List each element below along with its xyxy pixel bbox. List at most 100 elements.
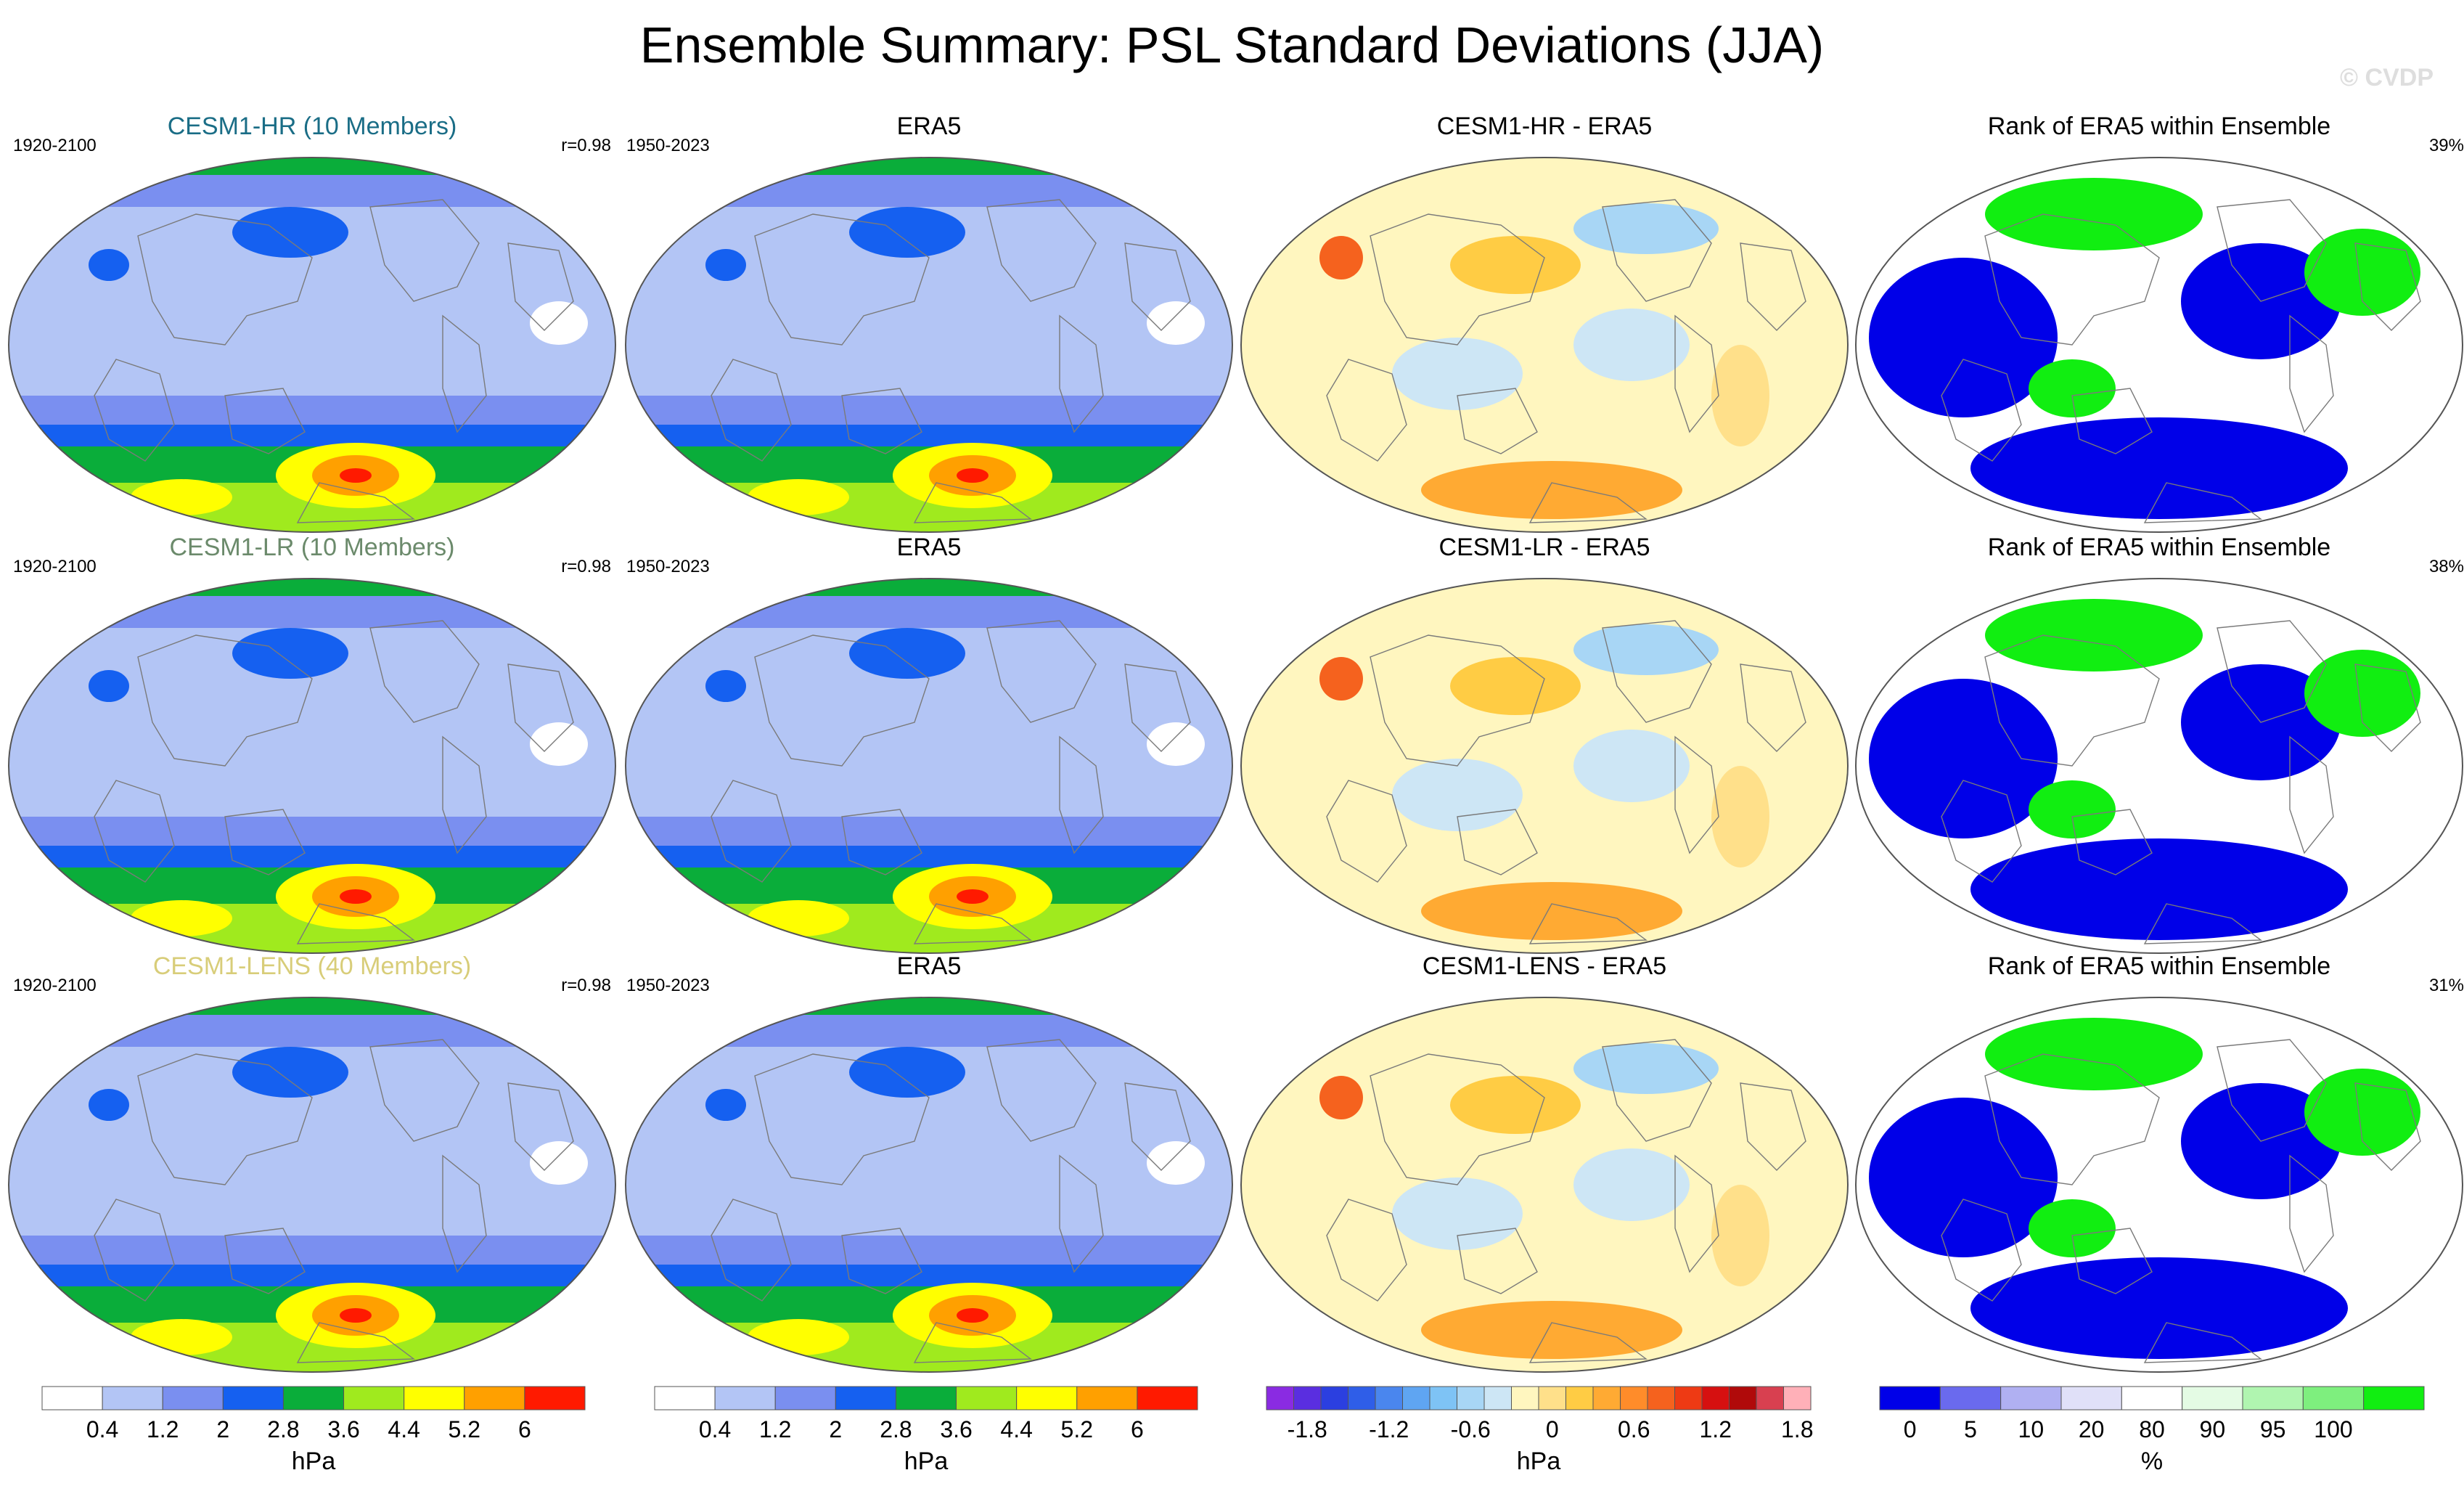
diff-map <box>1240 578 1849 954</box>
diff-panel-title: CESM1-LENS - ERA5 <box>1422 952 1667 980</box>
coastline <box>1740 664 1806 752</box>
coastline <box>2354 664 2421 752</box>
south-band-2 <box>9 846 615 867</box>
coastline <box>841 388 922 454</box>
rank-colorbar: 0 5 10 20 80 90 95 100% <box>1879 1386 2425 1475</box>
coastline <box>2217 199 2327 302</box>
coastline <box>1370 1053 1545 1185</box>
asia-positive <box>1319 1076 1363 1119</box>
coastline <box>224 809 306 875</box>
colorbar-tick-label: 5.2 <box>1061 1416 1093 1442</box>
coastline <box>137 634 313 767</box>
colorbar-tick-label: 2 <box>829 1416 842 1442</box>
colorbar-swatch <box>464 1386 525 1411</box>
southern-ocean-max-3 <box>340 889 372 904</box>
colorbar-tick-label: 2.8 <box>267 1416 299 1442</box>
colorbar-swatch <box>1375 1386 1403 1411</box>
coastline <box>2217 1039 2327 1142</box>
coastline <box>754 1053 930 1185</box>
pacific-positive <box>1450 236 1581 294</box>
colorbar-swatch <box>222 1386 284 1411</box>
coastline <box>1528 482 1648 523</box>
colorbar-swatch <box>2182 1386 2243 1411</box>
pacific-negative <box>1573 1148 1690 1221</box>
southern-positive <box>1421 1301 1682 1359</box>
america-positive <box>1711 345 1769 446</box>
colorbar-tick-label: 80 <box>2139 1416 2165 1442</box>
colorbar-tick-label: 10 <box>2018 1416 2045 1442</box>
colorbar-swatch <box>1756 1386 1784 1411</box>
model-years: 1920-2100 <box>13 557 97 576</box>
figure-title: Ensemble Summary: PSL Standard Deviation… <box>639 17 1825 73</box>
coastline <box>442 735 487 854</box>
coastline <box>711 359 792 462</box>
colorbar-tick-label: 2 <box>216 1416 229 1442</box>
north-band <box>626 1015 1232 1047</box>
southern-positive <box>1421 882 1682 940</box>
coastline <box>1674 735 1719 854</box>
coastline <box>369 199 480 302</box>
coastline <box>1326 359 1407 462</box>
southern-positive <box>1421 461 1682 519</box>
std-map <box>625 997 1233 1373</box>
colorbar-swatch <box>1620 1386 1648 1411</box>
colorbar-tick-label: -1.8 <box>1288 1416 1327 1442</box>
cvdp-credit: © CVDP <box>2340 64 2434 91</box>
obs-panel-title: ERA5 <box>896 952 962 980</box>
south-indian-max <box>748 479 849 515</box>
model-panel-title: CESM1-LR (10 Members) <box>169 534 455 561</box>
colorbar-tick-label: 1.2 <box>759 1416 791 1442</box>
colorbar-swatch <box>162 1386 224 1411</box>
rank-percent: 39% <box>2428 136 2464 155</box>
colorbar-tick-label: 1.8 <box>1781 1416 1813 1442</box>
obs-years: 1950-2023 <box>626 557 710 576</box>
atlantic-min <box>530 301 588 345</box>
colorbar-tick-label: 2.8 <box>880 1416 912 1442</box>
coastline <box>442 1154 487 1273</box>
south-indian-max <box>748 1319 849 1355</box>
coastline <box>2354 242 2421 331</box>
coastline <box>711 1199 792 1302</box>
south-band-2 <box>626 846 1232 867</box>
coastline <box>1674 314 1719 433</box>
coastline <box>296 1322 416 1363</box>
colorbar-swatch <box>1076 1386 1138 1411</box>
rank-high-1 <box>1985 178 2203 250</box>
model-correlation: r=0.98 <box>561 136 611 155</box>
colorbar-tick-label: 1.2 <box>147 1416 179 1442</box>
north-band <box>626 596 1232 628</box>
rank-high-1 <box>1985 1018 2203 1090</box>
coastline <box>1984 1053 2160 1185</box>
coastline <box>2354 1082 2421 1171</box>
asia-max <box>705 249 746 281</box>
colorbar-tick-label: 3.6 <box>940 1416 972 1442</box>
coastline <box>913 903 1033 944</box>
std-map <box>8 997 616 1373</box>
std-map <box>625 578 1233 954</box>
coastline <box>754 634 930 767</box>
map-frame <box>1240 578 1849 954</box>
rank-low-3 <box>1970 1257 2348 1359</box>
coastline <box>913 482 1033 523</box>
map-frame <box>1855 997 2463 1373</box>
colorbar-swatch <box>1538 1386 1566 1411</box>
colorbar-swatch <box>895 1386 957 1411</box>
pacific-negative <box>1573 730 1690 802</box>
america-positive <box>1711 766 1769 867</box>
map-frame <box>625 997 1233 1373</box>
map-frame <box>1240 997 1849 1373</box>
std-colorbar: 0.4 1.2 2 2.8 3.6 4.4 5.2 6 hPa <box>654 1386 1198 1475</box>
coastline <box>507 664 574 752</box>
rank-low-1 <box>1869 1098 2058 1257</box>
colorbar-swatch <box>1879 1386 1941 1411</box>
south-band-1 <box>626 396 1232 425</box>
diff-map <box>1240 997 1849 1373</box>
colorbar-tick-label: 20 <box>2079 1416 2105 1442</box>
coastline <box>1326 1199 1407 1302</box>
rank-map <box>1855 157 2463 533</box>
coastline <box>507 242 574 331</box>
std-map <box>625 157 1233 533</box>
coastline <box>2071 1228 2153 1294</box>
model-years: 1920-2100 <box>13 976 97 995</box>
colorbar-tick-label: 100 <box>2314 1416 2352 1442</box>
